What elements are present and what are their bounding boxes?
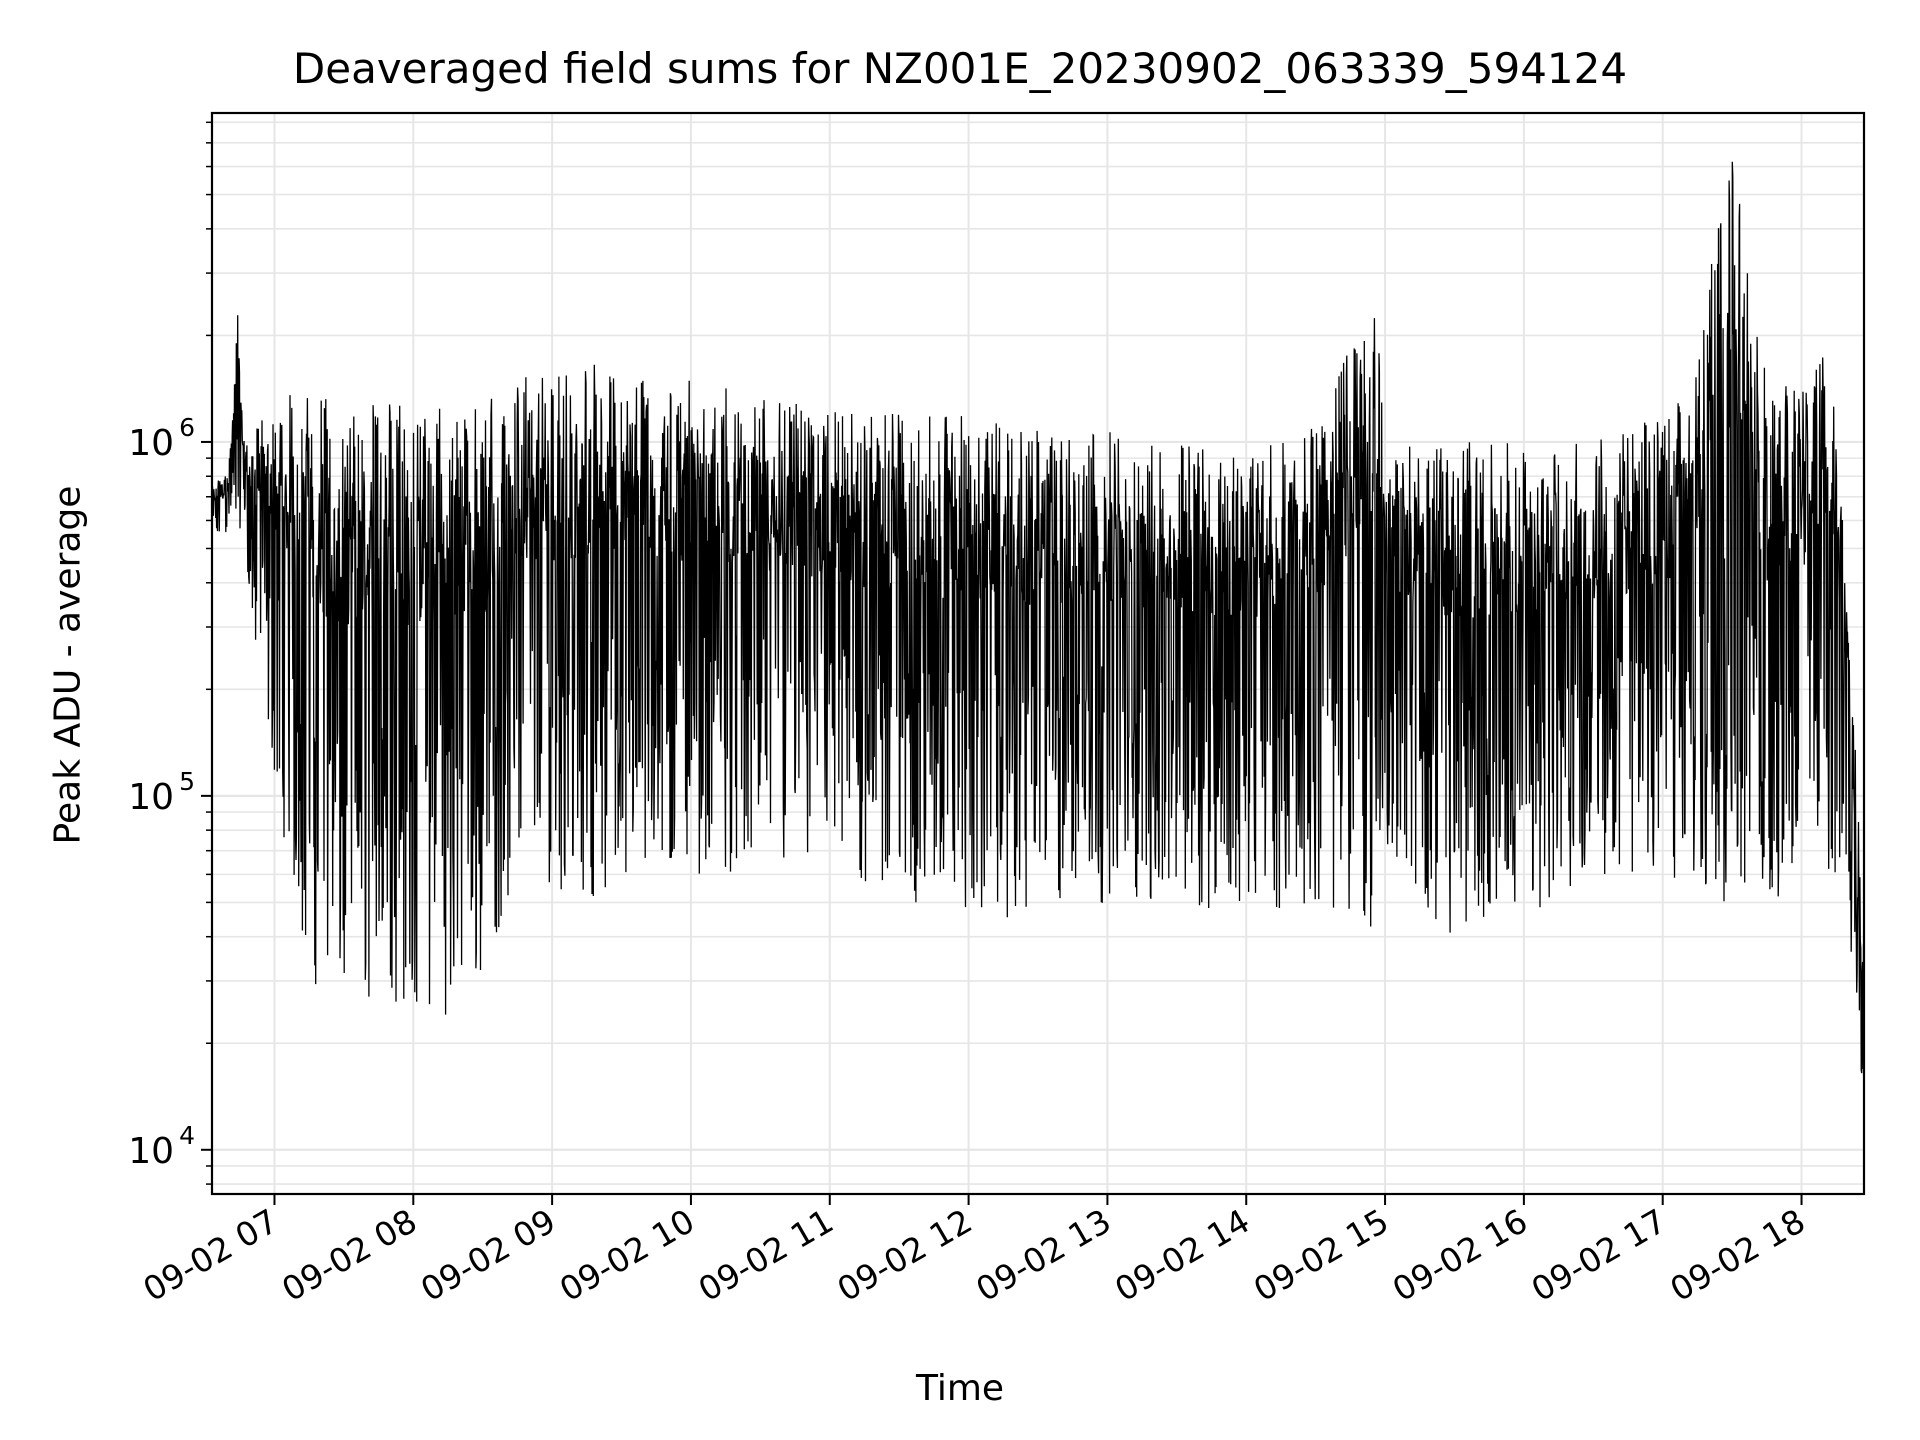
x-axis-label: Time	[915, 1368, 1005, 1409]
x-tick-label: 09-02 17	[1525, 1201, 1673, 1309]
y-tick-label: 10	[128, 777, 174, 818]
y-tick-label: 10	[128, 1131, 174, 1172]
y-tick-label-exponent: 4	[179, 1121, 195, 1150]
x-tick-label: 09-02 12	[831, 1201, 979, 1309]
x-tick-label: 09-02 13	[969, 1201, 1117, 1309]
x-tick-label: 09-02 11	[692, 1201, 840, 1309]
x-tick-label: 09-02 07	[136, 1201, 284, 1309]
x-tick-label: 09-02 18	[1664, 1201, 1812, 1309]
series-layer	[211, 161, 1865, 1093]
x-tick-label: 09-02 09	[414, 1201, 562, 1309]
x-tick-label: 09-02 08	[275, 1201, 423, 1309]
x-tick-label: 09-02 14	[1108, 1201, 1256, 1309]
y-tick-label-exponent: 5	[179, 767, 195, 796]
x-tick-label: 09-02 15	[1247, 1201, 1395, 1309]
chart-title: Deaveraged field sums for NZ001E_2023090…	[292, 44, 1628, 93]
y-tick-label-exponent: 6	[179, 413, 195, 442]
plot-area-frame	[210, 111, 1866, 1196]
x-tick-label: 09-02 16	[1386, 1201, 1534, 1309]
y-tick-label: 10	[128, 423, 174, 464]
y-axis-label: Peak ADU - average	[47, 485, 89, 845]
series-line	[211, 161, 1865, 1093]
x-tick-label: 09-02 10	[553, 1201, 701, 1309]
